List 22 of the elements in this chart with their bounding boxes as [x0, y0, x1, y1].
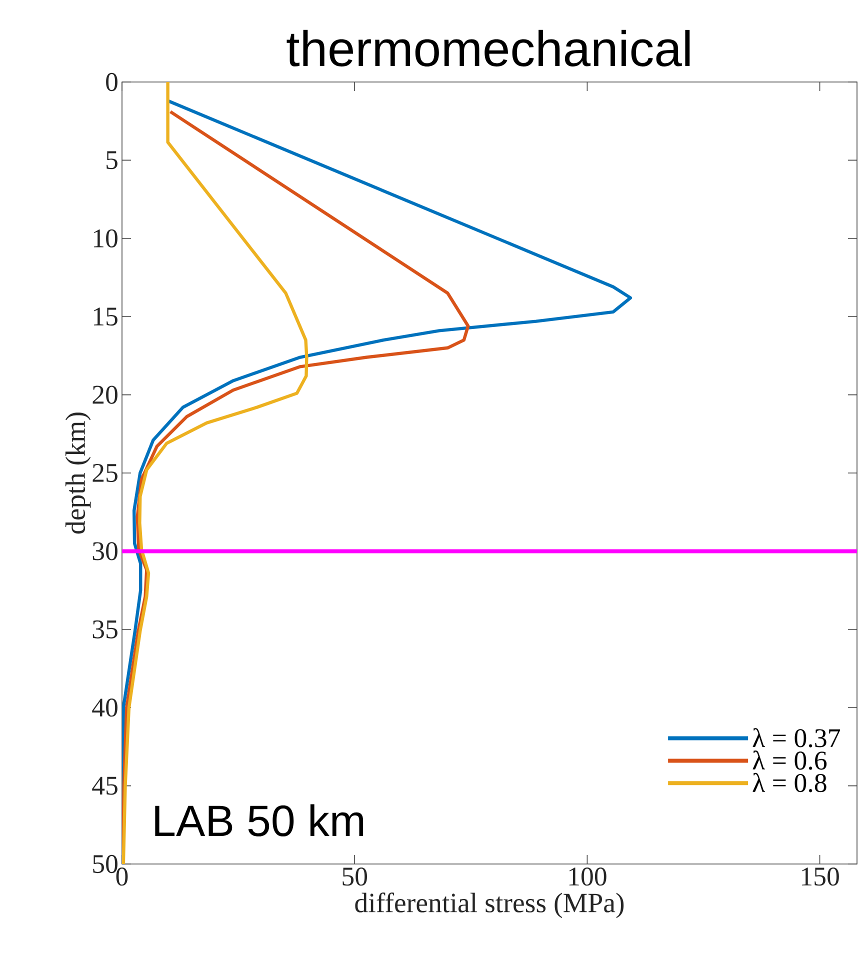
y-tick-label: 30	[92, 542, 118, 560]
chart-title: thermomechanical	[286, 30, 690, 66]
legend-label: λ = 0.8	[752, 772, 826, 792]
x-tick-label: 150	[802, 868, 839, 886]
line-series	[122, 82, 308, 864]
y-tick-label: 5	[106, 151, 118, 170]
y-tick-label: 40	[92, 698, 118, 717]
y-tick-label: 25	[92, 464, 118, 482]
y-tick-label: 50	[93, 854, 118, 874]
y-axis-title: depth (km)	[65, 412, 91, 534]
y-tick-label: 15	[94, 308, 118, 326]
x-tick-label: 50	[342, 868, 368, 886]
x-axis-title: differential stress (MPa)	[355, 892, 624, 918]
y-tick-label: 45	[92, 776, 118, 795]
y-tick-label: 35	[92, 620, 118, 638]
y-tick-label: 0	[106, 72, 118, 92]
y-tick-label: 20	[92, 386, 118, 404]
legend-label: λ = 0.6	[752, 750, 827, 770]
legend-label: λ = 0.37	[752, 728, 840, 748]
y-tick-label: 10	[94, 229, 118, 248]
x-tick-label: 100	[569, 868, 606, 886]
annotation: LAB 50 km	[155, 804, 364, 836]
